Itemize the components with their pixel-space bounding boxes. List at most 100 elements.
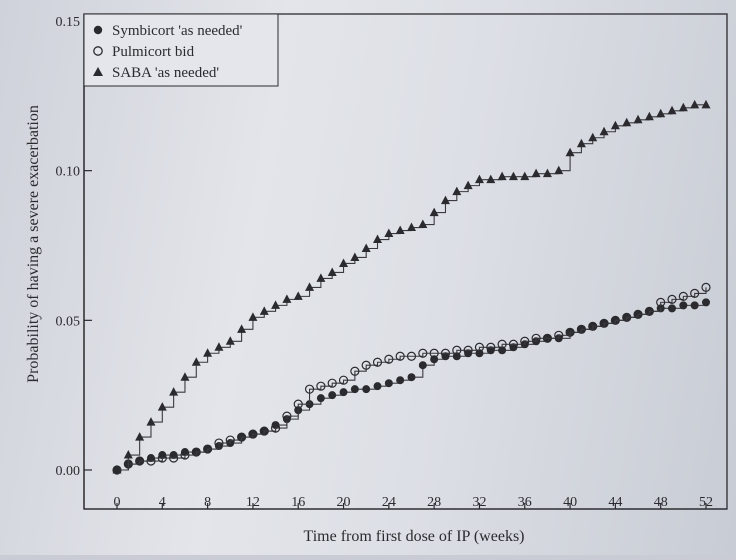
data-point [622,117,632,127]
data-point [599,318,609,328]
data-point [644,306,654,316]
data-point [407,222,416,232]
data-point [576,324,587,334]
data-point [373,382,382,391]
data-point [146,456,156,466]
data-point [565,327,575,337]
data-point [554,165,564,175]
data-point [271,421,280,430]
data-point [599,126,609,136]
data-point [508,171,518,181]
data-point [678,102,688,112]
data-point [429,348,439,358]
data-point [395,225,405,235]
data-point [531,168,541,178]
data-point [440,348,451,358]
data-point [418,361,427,370]
data-point [304,384,315,394]
data-point [214,438,224,448]
data-point [270,423,281,433]
data-point [237,324,247,333]
data-point [542,333,553,343]
series-layer [112,99,711,475]
data-point [384,354,394,364]
data-point [520,171,530,181]
data-point [486,342,496,352]
series-line [117,302,707,471]
data-point [225,435,235,445]
y-axis-label: Probability of having a severe exacerbat… [25,105,42,383]
data-point [259,426,269,436]
data-point [474,342,485,352]
x-tick-label: 40 [563,495,577,510]
data-point [690,288,700,298]
x-tick-label: 36 [518,495,532,510]
data-point [690,301,699,310]
data-point [158,451,167,460]
data-point [316,394,325,403]
data-point [396,376,405,385]
data-point [203,444,213,454]
data-point [236,432,247,442]
data-point [350,252,360,261]
data-point [418,219,428,229]
data-point [135,456,145,466]
y-tick-label: 0.15 [56,15,81,30]
data-point [180,372,190,381]
plot-frame [83,13,728,510]
y-axis-ticks: 0.00 0.05 0.10 0.15 [56,15,92,479]
data-point [191,447,201,457]
series-0 [113,298,710,474]
data-point [372,357,383,367]
data-point [361,360,371,370]
data-point [316,273,326,282]
data-point [610,120,620,130]
x-tick-label: 0 [114,495,121,510]
data-point [157,453,167,463]
data-point [350,385,359,394]
legend-label-symbicort: Symbicort 'as needed' [112,23,243,39]
data-point [338,375,349,385]
data-point [350,366,360,376]
data-point [384,379,393,388]
data-point [701,99,711,109]
data-point [531,333,541,343]
data-point [667,294,677,304]
data-point [282,294,292,303]
data-point [644,111,654,121]
y-tick-label: 0.05 [56,314,81,329]
data-point [497,171,507,181]
x-tick-label: 44 [608,495,622,510]
data-point [169,453,179,463]
legend-marker-saba [93,67,103,76]
data-point [112,465,122,474]
data-point [395,351,405,361]
data-point [656,108,666,118]
data-point [474,174,484,184]
data-point [588,132,598,142]
series-line [117,287,707,471]
data-point [180,448,189,457]
legend-marker-pulmicort [93,46,103,56]
data-point [225,336,235,345]
data-point [463,180,473,190]
y-tick-label: 0.00 [56,464,81,479]
data-point [486,174,496,184]
data-point [361,243,371,252]
data-point [293,399,303,409]
data-point [248,429,258,439]
legend-box [83,13,279,87]
data-point [656,297,666,307]
data-point [180,450,190,460]
y-tick-label: 0.10 [56,165,81,180]
x-tick-label: 28 [427,495,441,510]
legend-label-pulmicort: Pulmicort bid [112,44,195,60]
data-point [362,385,371,394]
data-point [282,411,292,421]
x-tick-label: 12 [246,495,260,510]
data-point [373,234,383,244]
x-tick-label: 16 [291,495,305,510]
data-point [690,99,700,109]
data-point [123,450,133,459]
data-point [452,186,462,196]
